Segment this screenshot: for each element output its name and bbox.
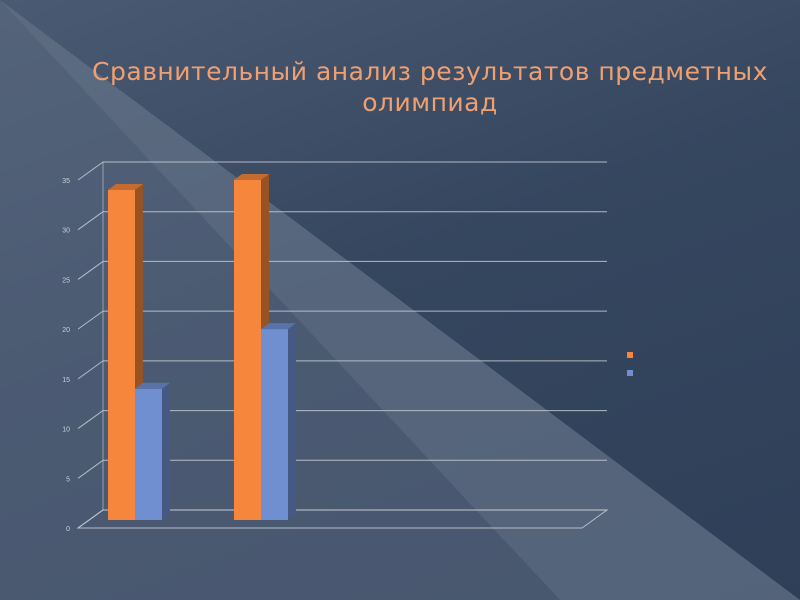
y-tick-label: 25 [62, 277, 70, 284]
legend-item-series-1 [627, 346, 638, 364]
y-tick-label: 30 [62, 228, 70, 235]
gridline-edge [77, 410, 104, 429]
y-tick-label: 5 [66, 476, 70, 483]
gridline-edge [77, 360, 104, 380]
gridline-edge [77, 161, 104, 181]
chart-floor [76, 509, 609, 529]
gridline-edge [77, 459, 104, 479]
bar [234, 180, 261, 520]
page-title: Сравнительный анализ результатов предмет… [60, 56, 800, 118]
bar-top [261, 323, 296, 330]
bar-top [234, 174, 269, 180]
bar [261, 329, 288, 520]
bar-top [135, 382, 170, 389]
gridline-edge [77, 261, 104, 280]
bar-side [288, 323, 296, 520]
y-tick-label: 20 [62, 327, 70, 334]
chart-legend [627, 346, 638, 382]
y-tick-label: 0 [66, 526, 70, 533]
y-tick-label: 10 [62, 427, 70, 434]
gridline-edge [77, 211, 104, 231]
y-tick-label: 15 [62, 377, 70, 384]
y-tick-label: 35 [62, 178, 70, 185]
gridline-edge [77, 310, 104, 330]
bar-side [162, 382, 170, 520]
bar [135, 388, 162, 520]
bar [108, 189, 135, 520]
legend-item-series-2 [627, 364, 638, 382]
legend-swatch-series-1 [627, 352, 633, 358]
legend-swatch-series-2 [627, 370, 633, 376]
title-line-1: Сравнительный анализ результатов предмет… [92, 57, 768, 86]
title-line-2: олимпиад [362, 88, 498, 117]
bar-top [108, 183, 143, 190]
